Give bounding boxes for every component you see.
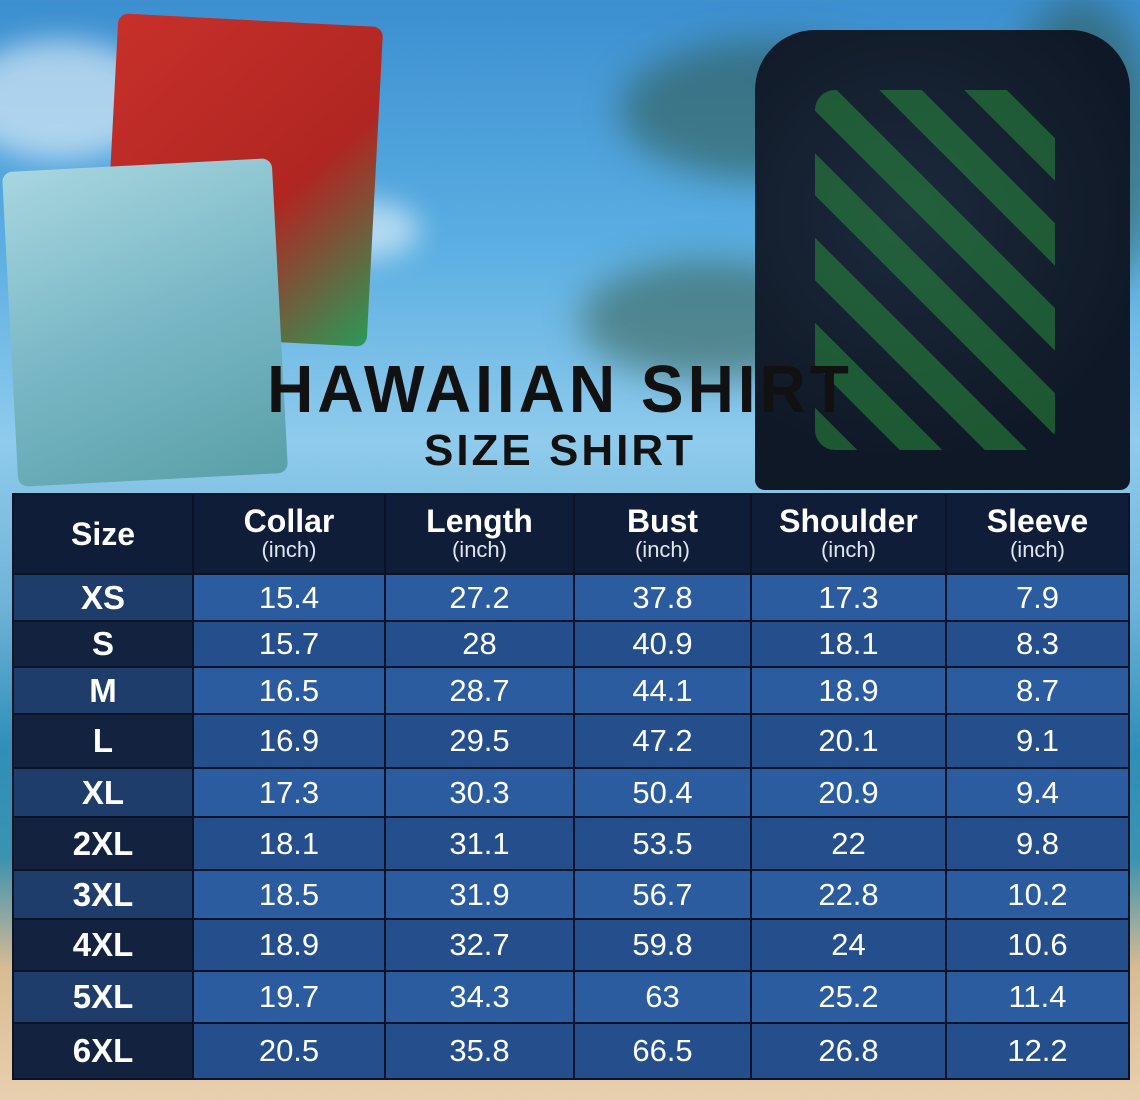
measurement-cell: 12.2 — [945, 1022, 1130, 1080]
size-cell: L — [12, 713, 194, 769]
measurement-cell: 31.1 — [384, 816, 575, 871]
measurement-cell: 56.7 — [573, 869, 752, 920]
column-header-sleeve: Sleeve (inch) — [945, 493, 1130, 575]
measurement-cell: 24 — [750, 918, 947, 972]
page-subtitle: SIZE SHIRT — [423, 426, 697, 475]
table-row: 3XL 18.5 31.9 56.7 22.8 10.2 — [12, 869, 1130, 920]
column-header-size: Size — [12, 493, 194, 575]
column-header-bust: Bust (inch) — [573, 493, 752, 575]
table-row: L 16.9 29.5 47.2 20.1 9.1 — [12, 713, 1130, 769]
measurement-cell: 22 — [750, 816, 947, 871]
measurement-cell: 10.2 — [945, 869, 1130, 920]
size-cell: S — [12, 620, 194, 668]
measurement-cell: 9.1 — [945, 713, 1130, 769]
column-header-shoulder: Shoulder (inch) — [750, 493, 947, 575]
header-row: Size Collar (inch) Length (inch) Bust (inch) Sh… — [12, 493, 1130, 575]
measurement-cell: 47.2 — [573, 713, 752, 769]
size-cell: 4XL — [12, 918, 194, 972]
measurement-cell: 50.4 — [573, 767, 752, 818]
column-label: Bust — [626, 503, 699, 539]
table-row: XS 15.4 27.2 37.8 17.3 7.9 — [12, 573, 1130, 622]
measurement-cell: 18.9 — [192, 918, 386, 972]
measurement-cell: 10.6 — [945, 918, 1130, 972]
measurement-cell: 22.8 — [750, 869, 947, 920]
measurement-cell: 63 — [573, 970, 752, 1024]
measurement-cell: 20.9 — [750, 767, 947, 818]
measurement-cell: 35.8 — [384, 1022, 575, 1080]
measurement-cell: 53.5 — [573, 816, 752, 871]
table-row: 4XL 18.9 32.7 59.8 24 10.6 — [12, 918, 1130, 972]
column-header-length: Length (inch) — [384, 493, 575, 575]
measurement-cell: 17.3 — [750, 573, 947, 622]
measurement-cell: 18.5 — [192, 869, 386, 920]
measurement-cell: 59.8 — [573, 918, 752, 972]
measurement-cell: 15.7 — [192, 620, 386, 668]
table-row: 2XL 18.1 31.1 53.5 22 9.8 — [12, 816, 1130, 871]
table-row: 5XL 19.7 34.3 63 25.2 11.4 — [12, 970, 1130, 1024]
size-cell: 3XL — [12, 869, 194, 920]
measurement-cell: 19.7 — [192, 970, 386, 1024]
column-label: Shoulder — [779, 503, 918, 539]
measurement-cell: 25.2 — [750, 970, 947, 1024]
measurement-cell: 11.4 — [945, 970, 1130, 1024]
measurement-cell: 9.8 — [945, 816, 1130, 871]
size-cell: XL — [12, 767, 194, 818]
measurement-cell: 29.5 — [384, 713, 575, 769]
measurement-cell: 28.7 — [384, 666, 575, 715]
measurement-cell: 18.1 — [192, 816, 386, 871]
column-label: Length — [426, 503, 533, 539]
table-row: 6XL 20.5 35.8 66.5 26.8 12.2 — [12, 1022, 1130, 1080]
size-cell: 2XL — [12, 816, 194, 871]
column-header-collar: Collar (inch) — [192, 493, 386, 575]
column-unit: (inch) — [1009, 537, 1065, 562]
size-chart-table: Size Collar (inch) Length (inch) Bust (inch) Sh… — [12, 493, 1130, 1080]
column-label: Size — [70, 516, 136, 552]
measurement-cell: 20.5 — [192, 1022, 386, 1080]
measurement-cell: 18.1 — [750, 620, 947, 668]
model-flamingo-shirt-image — [755, 30, 1130, 490]
measurement-cell: 16.5 — [192, 666, 386, 715]
measurement-cell: 66.5 — [573, 1022, 752, 1080]
measurement-cell: 15.4 — [192, 573, 386, 622]
measurement-cell: 20.1 — [750, 713, 947, 769]
measurement-cell: 7.9 — [945, 573, 1130, 622]
table-row: M 16.5 28.7 44.1 18.9 8.7 — [12, 666, 1130, 715]
column-unit: (inch) — [261, 537, 317, 562]
measurement-cell: 16.9 — [192, 713, 386, 769]
measurement-cell: 26.8 — [750, 1022, 947, 1080]
measurement-cell: 30.3 — [384, 767, 575, 818]
measurement-cell: 17.3 — [192, 767, 386, 818]
measurement-cell: 8.7 — [945, 666, 1130, 715]
measurement-cell: 18.9 — [750, 666, 947, 715]
measurement-cell: 37.8 — [573, 573, 752, 622]
measurement-cell: 8.3 — [945, 620, 1130, 668]
size-cell: 6XL — [12, 1022, 194, 1080]
table-row: S 15.7 28 40.9 18.1 8.3 — [12, 620, 1130, 668]
page-title: HAWAIIAN SHIRT — [267, 351, 853, 427]
size-cell: M — [12, 666, 194, 715]
measurement-cell: 40.9 — [573, 620, 752, 668]
measurement-cell: 32.7 — [384, 918, 575, 972]
size-cell: 5XL — [12, 970, 194, 1024]
column-label: Sleeve — [986, 503, 1089, 539]
measurement-cell: 28 — [384, 620, 575, 668]
measurement-cell: 31.9 — [384, 869, 575, 920]
measurement-cell: 44.1 — [573, 666, 752, 715]
measurement-cell: 27.2 — [384, 573, 575, 622]
measurement-cell: 34.3 — [384, 970, 575, 1024]
column-unit: (inch) — [634, 537, 690, 562]
column-label: Collar — [243, 503, 335, 539]
measurement-cell: 9.4 — [945, 767, 1130, 818]
column-unit: (inch) — [451, 537, 507, 562]
size-cell: XS — [12, 573, 194, 622]
table-row: XL 17.3 30.3 50.4 20.9 9.4 — [12, 767, 1130, 818]
column-unit: (inch) — [820, 537, 876, 562]
